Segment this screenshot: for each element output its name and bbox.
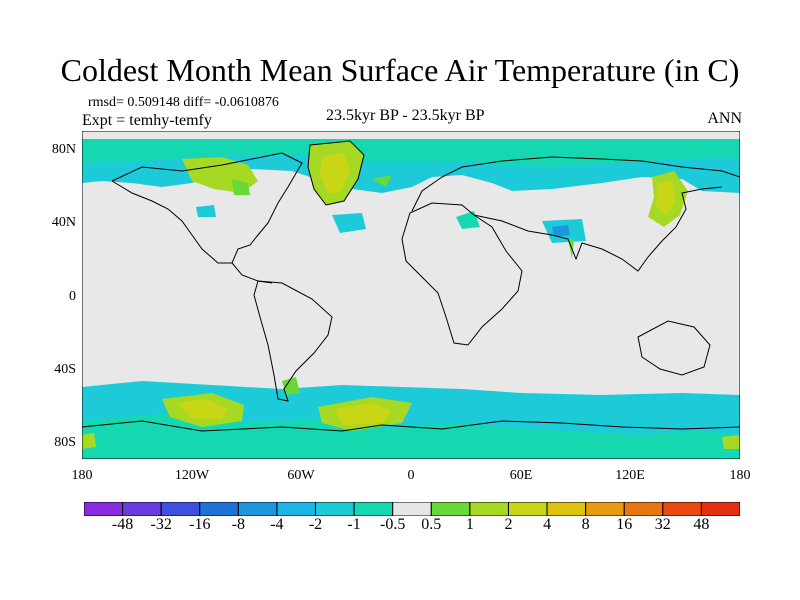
- colorbar-label: 0.5: [421, 516, 442, 533]
- colorbar-box: [623, 502, 664, 516]
- anomaly-shading: [82, 139, 740, 459]
- colorbar-label: -1: [347, 516, 361, 533]
- arctic-teal-region: [82, 139, 740, 167]
- colorbar-box: [84, 502, 124, 516]
- east-asia-core-region: [656, 181, 676, 215]
- colorbar-label: 32: [654, 516, 671, 533]
- ross-east-warm-patch: [722, 435, 740, 449]
- greenland-core-region: [320, 153, 350, 193]
- lon-tick-60w: 60W: [287, 468, 315, 483]
- pacific-antarctic-core: [178, 399, 228, 419]
- lon-tick-0: 0: [407, 468, 415, 483]
- north-america-coast: [111, 152, 303, 284]
- page-title: Coldest Month Mean Surface Air Temperatu…: [60, 52, 740, 88]
- eurasia-north-coast: [411, 156, 740, 212]
- lon-tick-60e: 60E: [509, 468, 533, 483]
- colorbar-label: 48: [693, 516, 710, 533]
- lon-tick-180w: 180: [71, 468, 93, 483]
- colorbar-box: [353, 502, 394, 516]
- eurasia-south-coast: [473, 186, 723, 272]
- greenland-coast: [307, 140, 365, 206]
- colorbar-box: [276, 502, 317, 516]
- colorbar-label: -0.5: [380, 516, 406, 533]
- colorbar-box: [237, 502, 278, 516]
- ross-warm-patch: [82, 433, 96, 449]
- lon-tick-120e: 120E: [615, 468, 645, 483]
- colorbar-label: 4: [543, 516, 552, 533]
- colorbar-label: 2: [504, 516, 513, 533]
- lat-tick-80n: 80N: [51, 142, 76, 157]
- colorbar-box: [315, 502, 355, 516]
- colorbar-box: [392, 502, 432, 516]
- colorbar-box: [122, 502, 162, 516]
- season-label: ANN: [707, 110, 742, 127]
- temperature-map: [82, 131, 740, 459]
- lat-tick-80s: 80S: [54, 435, 76, 450]
- colorbar-box: [585, 502, 625, 516]
- colorbar-box: [700, 502, 740, 516]
- tibet-blue-patch: [552, 225, 570, 237]
- colorbar-label: 1: [465, 516, 474, 533]
- lon-tick-120w: 120W: [174, 468, 210, 483]
- lat-tick-40n: 40N: [51, 215, 76, 230]
- colorbar-label: 16: [616, 516, 633, 533]
- hudson-warm-region: [232, 179, 250, 195]
- period-label: 23.5kyr BP - 23.5kyr BP: [326, 107, 485, 124]
- colorbar-label: 8: [581, 516, 590, 533]
- coastlines: [82, 140, 740, 432]
- colorbar-box: [546, 502, 587, 516]
- antarctica-coast: [82, 420, 740, 432]
- colorbar-label: -32: [150, 516, 172, 533]
- colorbar-label: -8: [231, 516, 246, 533]
- colorbar-label: -2: [308, 516, 323, 533]
- colorbar-label: -48: [111, 516, 134, 533]
- lat-tick-40s: 40S: [54, 362, 76, 377]
- experiment-label: Expt = temhy-temfy: [82, 112, 212, 129]
- colorbar-box: [199, 502, 239, 516]
- colorbar-box: [469, 502, 509, 516]
- southern-teal-band: [82, 413, 740, 459]
- lat-tick-0: 0: [69, 289, 76, 304]
- colorbar-box: [160, 502, 201, 516]
- australia-coast: [637, 320, 711, 376]
- africa-coast: [401, 202, 523, 346]
- stats-line: rmsd= 0.509148 diff= -0.0610876: [88, 95, 279, 110]
- colorbar-box: [430, 502, 471, 516]
- south-america-coast: [253, 280, 333, 402]
- colorbar: [84, 502, 740, 516]
- atlantic-cyan-patch: [332, 213, 366, 233]
- weddell-core-region: [334, 403, 392, 425]
- patagonia-green-patch: [282, 377, 300, 395]
- pacific-cyan-patch: [196, 205, 216, 217]
- north-america-west-coast: [111, 180, 232, 264]
- colorbar-box: [507, 502, 548, 516]
- north-atlantic-warm-region: [372, 175, 392, 187]
- colorbar-box: [662, 502, 702, 516]
- lon-tick-180e: 180: [729, 468, 751, 483]
- colorbar-label: -4: [270, 516, 284, 533]
- colorbar-label: -16: [189, 516, 211, 533]
